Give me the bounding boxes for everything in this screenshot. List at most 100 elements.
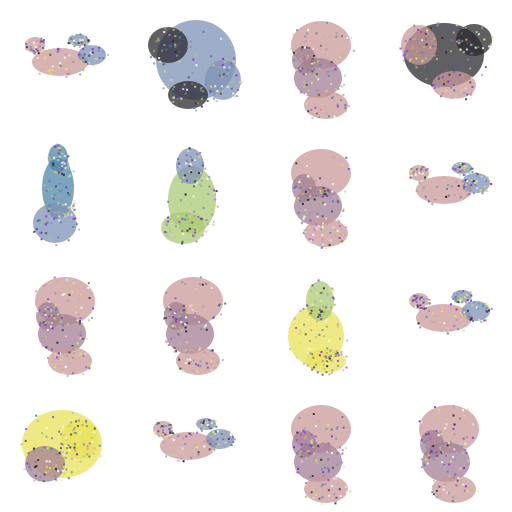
- noise-speck: [339, 454, 342, 456]
- noise-speck: [162, 425, 165, 428]
- noise-speck: [457, 166, 460, 169]
- noise-speck: [332, 296, 335, 299]
- noise-speck: [477, 33, 480, 36]
- noise-speck: [469, 318, 472, 321]
- blob-part: [416, 304, 472, 332]
- noise-speck: [35, 228, 38, 231]
- noise-speck: [42, 480, 45, 483]
- noise-speck: [166, 310, 169, 313]
- noise-speck: [88, 442, 91, 445]
- noise-speck: [178, 50, 181, 53]
- noise-speck: [460, 297, 463, 300]
- noise-speck: [201, 306, 204, 309]
- noise-speck: [53, 157, 56, 160]
- noise-speck: [177, 333, 180, 336]
- noise-speck: [203, 440, 206, 443]
- noise-speck: [170, 424, 173, 427]
- noise-speck: [203, 73, 206, 76]
- noise-speck: [57, 171, 60, 174]
- noise-speck: [311, 239, 314, 242]
- noise-speck: [91, 52, 94, 55]
- noise-speck: [300, 455, 303, 458]
- noise-speck: [29, 468, 32, 471]
- noise-speck: [315, 336, 318, 339]
- noise-speck: [61, 293, 64, 296]
- noise-speck: [200, 211, 203, 214]
- noise-speck: [194, 231, 196, 234]
- noise-speck: [179, 29, 182, 32]
- noise-speck: [462, 437, 465, 440]
- noise-speck: [57, 146, 60, 149]
- noise-speck: [85, 421, 88, 424]
- noise-speck: [57, 159, 60, 162]
- noise-speck: [335, 500, 337, 503]
- noise-speck: [328, 339, 331, 342]
- noise-speck: [44, 56, 47, 59]
- noise-speck: [46, 221, 49, 224]
- noise-speck: [55, 308, 58, 311]
- noise-speck: [60, 168, 63, 171]
- noise-speck: [185, 310, 188, 313]
- noise-speck: [205, 230, 208, 233]
- noise-speck: [315, 112, 318, 115]
- noise-speck: [412, 299, 415, 302]
- noise-speck: [422, 41, 425, 44]
- noise-speck: [75, 219, 78, 222]
- noise-speck: [445, 423, 448, 426]
- noise-speck: [164, 221, 167, 224]
- noise-speck: [178, 459, 180, 462]
- noise-speck: [48, 207, 51, 210]
- noise-speck: [97, 49, 100, 52]
- noise-speck: [59, 64, 62, 67]
- noise-speck: [178, 165, 181, 168]
- noise-speck: [214, 89, 217, 92]
- noise-speck: [40, 37, 43, 40]
- noise-speck: [80, 322, 83, 325]
- blob-11: [288, 279, 349, 376]
- noise-speck: [37, 459, 40, 461]
- noise-speck: [409, 38, 412, 41]
- noise-speck: [341, 352, 344, 355]
- noise-speck: [181, 316, 184, 319]
- noise-speck: [426, 167, 429, 170]
- noise-speck: [194, 228, 197, 231]
- noise-speck: [61, 425, 64, 428]
- noise-speck: [326, 191, 329, 194]
- noise-speck: [331, 313, 334, 316]
- noise-speck: [427, 473, 429, 476]
- noise-speck: [311, 496, 314, 499]
- noise-speck: [163, 317, 166, 320]
- noise-speck: [315, 356, 318, 359]
- noise-speck: [458, 74, 461, 76]
- noise-speck: [68, 193, 71, 196]
- noise-speck: [185, 214, 188, 217]
- noise-speck: [483, 319, 486, 322]
- noise-speck: [306, 68, 309, 71]
- noise-speck: [172, 328, 174, 331]
- noise-speck: [212, 64, 215, 67]
- noise-speck: [300, 164, 303, 167]
- noise-speck: [475, 31, 478, 33]
- noise-speck: [307, 444, 310, 447]
- noise-speck: [189, 305, 192, 308]
- noise-speck: [65, 159, 67, 162]
- noise-speck: [410, 168, 413, 170]
- noise-speck: [204, 83, 207, 86]
- noise-speck: [165, 425, 168, 428]
- noise-speck: [174, 45, 177, 48]
- noise-speck: [88, 40, 91, 43]
- noise-speck: [220, 37, 223, 40]
- blob-part: [42, 158, 74, 218]
- noise-speck: [470, 179, 473, 182]
- noise-speck: [174, 311, 177, 313]
- noise-speck: [63, 465, 65, 468]
- blob-10: [163, 276, 227, 375]
- noise-speck: [317, 225, 320, 228]
- noise-speck: [435, 495, 438, 498]
- noise-speck: [174, 317, 177, 320]
- noise-speck: [215, 90, 218, 93]
- noise-speck: [80, 352, 83, 355]
- noise-speck: [215, 442, 218, 445]
- noise-speck: [166, 307, 169, 310]
- noise-speck: [47, 157, 50, 160]
